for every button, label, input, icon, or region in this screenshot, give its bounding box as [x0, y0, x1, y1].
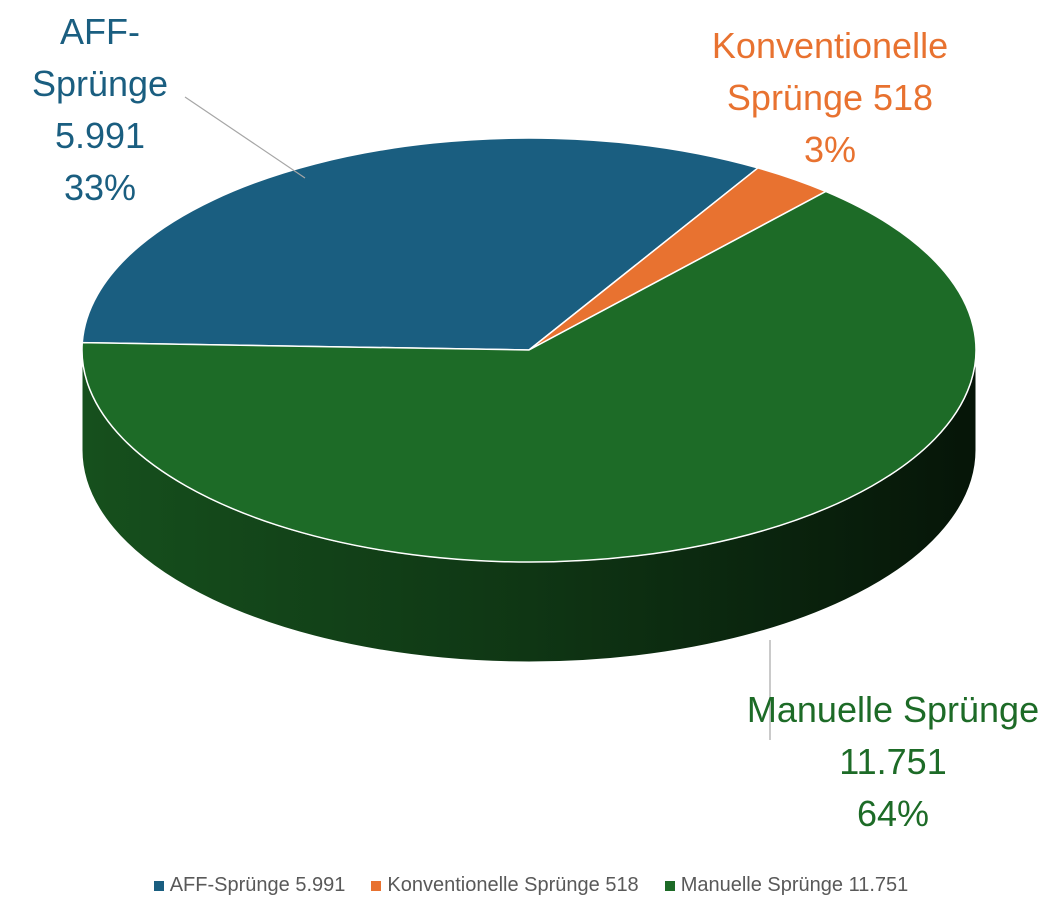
legend-label: AFF-Sprünge 5.991: [169, 874, 346, 896]
legend-swatch: [664, 880, 675, 891]
legend-label: Konventionelle Sprünge 518: [387, 874, 639, 896]
data-label: Manuelle Sprünge 11.751 64%: [733, 684, 1053, 840]
legend-label: Manuelle Sprünge 11.751: [680, 874, 909, 896]
legend-item: AFF-Sprünge 5.991: [153, 874, 346, 897]
data-label-value: 64%: [856, 793, 930, 834]
legend-item: Konventionelle Sprünge 518: [371, 874, 639, 897]
data-label: AFF-Sprünge 5.991 33%: [15, 6, 185, 214]
data-label-category: Konventionelle Sprünge 518: [711, 25, 949, 118]
legend-swatch: [371, 880, 382, 891]
data-label: Konventionelle Sprünge 518 3%: [675, 20, 985, 176]
data-label-value: 3%: [803, 129, 857, 170]
slice: [81, 137, 760, 351]
legend-item: Manuelle Sprünge 11.751: [664, 874, 909, 897]
data-label-category: AFF-Sprünge 5.991: [31, 11, 169, 156]
leader-line: [184, 96, 306, 179]
legend-swatch: [153, 880, 164, 891]
slice: [81, 190, 977, 563]
data-label-value: 33%: [63, 167, 137, 208]
legend: AFF-Sprünge 5.991 Konventionelle Sprünge …: [0, 874, 1062, 897]
data-label-category: Manuelle Sprünge 11.751: [746, 689, 1040, 782]
